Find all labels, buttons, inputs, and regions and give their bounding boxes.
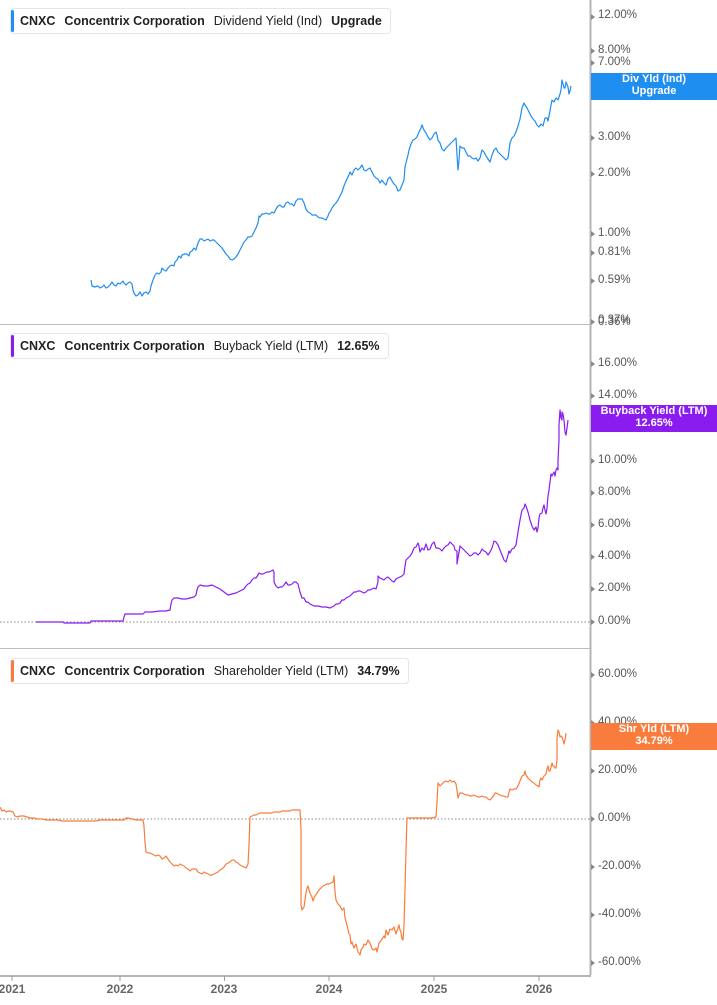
legend-color-marker	[11, 10, 14, 32]
x-tick-label: 2022	[106, 982, 134, 996]
y-tick-label: 2.00%	[598, 167, 631, 179]
y-tick-label: 0.59%	[598, 274, 631, 286]
y-tick-label: 60.00%	[598, 668, 638, 680]
legend-metric: Buyback Yield (LTM)	[213, 339, 329, 353]
x-tick-label: 2026	[525, 982, 553, 996]
tag-value: 34.79%	[635, 734, 673, 747]
legend-ticker: CNXC	[20, 339, 56, 353]
y-tick-label: 0.81%	[598, 246, 631, 258]
legend-buyback-yield[interactable]: CNXC Concentrix Corporation Buyback Yiel…	[10, 333, 389, 359]
legend-metric: Dividend Yield (Ind)	[213, 14, 323, 28]
y-tick-label: 8.00%	[598, 44, 631, 56]
y-tick-label: 16.00%	[598, 357, 638, 369]
x-tick-label: 2024	[315, 982, 343, 996]
legend-value: 34.79%	[357, 664, 400, 678]
y-ticks-panel-2	[591, 361, 595, 625]
last-value-tag-shareholder: Shr Yld (LTM) 34.79%	[591, 723, 717, 750]
y-tick-label: -60.00%	[598, 956, 641, 968]
y-tick-label: 0.37%	[598, 314, 631, 326]
y-tick-label: 4.00%	[598, 550, 631, 562]
y-tick-label: 12.00%	[598, 9, 638, 21]
y-tick-label: 7.00%	[598, 56, 631, 68]
legend-color-marker	[11, 335, 14, 357]
shareholder-yield-line	[0, 729, 567, 956]
tag-value-upgrade[interactable]: Upgrade	[631, 84, 677, 97]
y-tick-label: 6.00%	[598, 518, 631, 530]
legend-company: Concentrix Corporation	[64, 14, 205, 28]
legend-company: Concentrix Corporation	[64, 664, 205, 678]
dividend-yield-line	[90, 79, 572, 297]
legend-value: 12.65%	[337, 339, 380, 353]
y-tick-label: -20.00%	[598, 860, 641, 872]
x-tick-label: 2025	[420, 982, 448, 996]
last-value-tag-dividend[interactable]: Div Yld (Ind) Upgrade	[591, 73, 717, 100]
legend-value-upgrade-link[interactable]: Upgrade	[331, 14, 382, 28]
legend-metric: Shareholder Yield (LTM)	[213, 664, 349, 678]
legend-dividend-yield[interactable]: CNXC Concentrix Corporation Dividend Yie…	[10, 8, 391, 34]
y-ticks-panel-3	[591, 672, 595, 966]
x-axis-ticks	[11, 976, 540, 981]
legend-color-marker	[11, 660, 14, 682]
tag-label: Div Yld (Ind)	[622, 73, 686, 85]
tag-value: 12.65%	[635, 416, 673, 429]
y-ticks-panel-1	[591, 14, 595, 325]
y-tick-label: 10.00%	[598, 454, 638, 466]
y-tick-label: 8.00%	[598, 486, 631, 498]
legend-company: Concentrix Corporation	[64, 339, 205, 353]
y-tick-label: -40.00%	[598, 908, 641, 920]
y-tick-label: 0.00%	[598, 615, 631, 627]
y-tick-label: 0.00%	[598, 812, 631, 824]
y-tick-label: 2.00%	[598, 582, 631, 594]
legend-ticker: CNXC	[20, 14, 56, 28]
x-tick-label: 2023	[210, 982, 238, 996]
y-tick-label: 20.00%	[598, 764, 638, 776]
y-tick-label: 14.00%	[598, 389, 638, 401]
y-tick-label: 0.36%	[598, 316, 631, 328]
x-tick-label: 2021	[0, 982, 26, 996]
tag-label: Shr Yld (LTM)	[618, 723, 690, 735]
legend-ticker: CNXC	[20, 664, 56, 678]
y-tick-label: 1.00%	[598, 227, 631, 239]
tag-label: Buyback Yield (LTM)	[600, 405, 708, 417]
y-tick-label: 3.00%	[598, 131, 631, 143]
buyback-yield-line	[36, 409, 569, 624]
last-value-tag-buyback: Buyback Yield (LTM) 12.65%	[591, 405, 717, 432]
legend-shareholder-yield[interactable]: CNXC Concentrix Corporation Shareholder …	[10, 658, 409, 684]
